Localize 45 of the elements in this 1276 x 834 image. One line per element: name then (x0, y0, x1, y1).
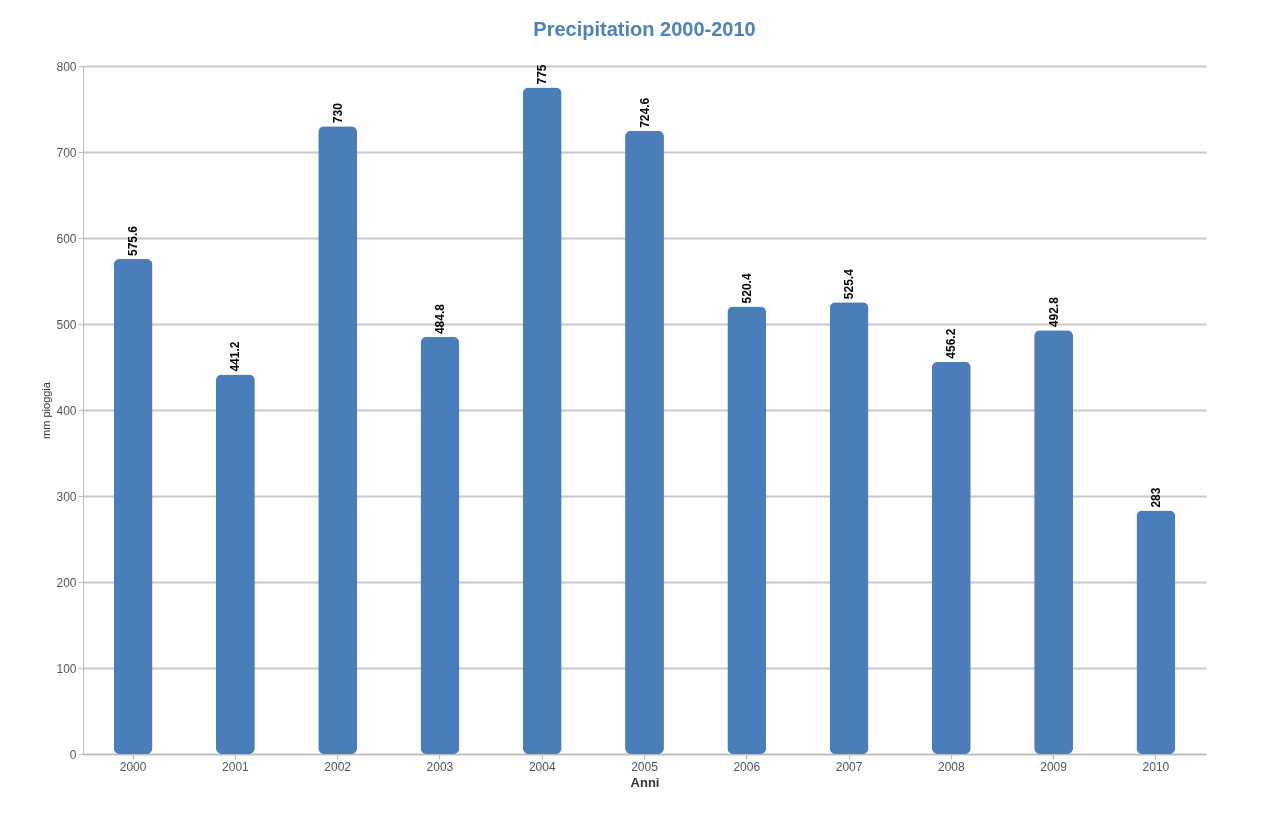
x-tick-label: 2010 (1142, 759, 1170, 774)
x-tick-label: 2002 (324, 759, 352, 774)
y-tick-label: 400 (56, 403, 77, 418)
y-tick-label: 600 (56, 231, 77, 246)
bar (727, 306, 767, 754)
bar (625, 130, 664, 754)
y-tick-label: 500 (56, 317, 77, 332)
data-label: 441.2 (228, 341, 243, 372)
data-label: 775 (535, 64, 550, 85)
bar (318, 126, 358, 754)
x-tick-label: 2005 (631, 759, 659, 774)
data-label: 456.2 (944, 328, 959, 359)
y-tick-label: 0 (69, 747, 77, 762)
y-tick-label: 200 (56, 575, 77, 590)
x-tick-label: 2003 (426, 759, 454, 774)
data-label: 730 (330, 102, 345, 124)
bar (113, 258, 153, 754)
x-tick-label: 2007 (835, 759, 863, 774)
data-label: 575.6 (126, 225, 141, 256)
x-tick-label: 2001 (222, 759, 250, 774)
data-label: 520.4 (739, 273, 754, 304)
bar (829, 302, 869, 754)
bar (522, 87, 562, 754)
bar (215, 374, 255, 754)
y-tick-label: 100 (56, 661, 77, 676)
bar (420, 337, 460, 754)
x-tick-label: 2009 (1040, 759, 1068, 774)
x-tick-label: 2008 (937, 759, 965, 774)
y-tick-label: 700 (56, 145, 77, 160)
data-label: 484.8 (432, 303, 447, 335)
bar (1136, 510, 1176, 754)
y-tick-label: 300 (56, 489, 77, 504)
y-tick-label: 800 (56, 59, 77, 74)
y-axis-title: mm pioggia (40, 381, 53, 439)
data-label: 283 (1148, 487, 1163, 508)
bar (931, 361, 971, 754)
data-label: 724.6 (637, 97, 652, 128)
x-tick-label: 2000 (119, 759, 147, 774)
x-tick-label: 2004 (528, 759, 556, 774)
chart-title: Precipitation 2000-2010 (533, 18, 756, 40)
x-tick-label: 2006 (733, 759, 761, 774)
x-axis-title: Anni (630, 774, 660, 790)
data-label: 525.4 (842, 268, 857, 300)
bar (1034, 330, 1074, 754)
data-label: 492.8 (1046, 296, 1061, 328)
